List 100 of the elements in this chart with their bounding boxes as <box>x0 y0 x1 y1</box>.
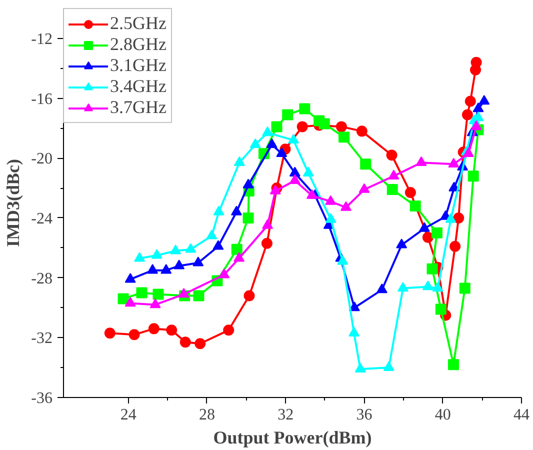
point <box>448 359 459 370</box>
point <box>242 212 254 224</box>
point <box>472 102 484 112</box>
x-tick-label: 32 <box>278 406 294 424</box>
x-tick-label: 44 <box>514 406 530 424</box>
point <box>337 255 348 265</box>
point <box>242 178 254 188</box>
point <box>180 336 191 348</box>
point <box>124 273 136 283</box>
point <box>383 361 394 371</box>
point <box>230 206 242 216</box>
x-tick-label: 36 <box>356 406 372 424</box>
y-tick-label: -24 <box>31 210 52 228</box>
y-tick-label: -32 <box>31 330 52 348</box>
point <box>478 94 490 105</box>
point <box>450 240 461 252</box>
point <box>118 293 129 304</box>
point <box>166 324 178 336</box>
point <box>234 156 245 166</box>
legend-label: 3.7GHz <box>110 97 166 118</box>
point <box>416 156 427 166</box>
point <box>448 158 460 168</box>
point <box>340 201 352 211</box>
point <box>192 256 204 266</box>
point <box>289 166 300 176</box>
x-tick-label: 28 <box>198 406 215 424</box>
legend-label: 3.1GHz <box>110 55 166 76</box>
point <box>302 166 314 176</box>
point <box>410 200 421 212</box>
legend-label: 2.5GHz <box>110 13 166 34</box>
point <box>388 170 400 180</box>
point <box>376 284 388 294</box>
point <box>289 174 300 184</box>
point <box>104 328 116 339</box>
point <box>147 264 158 274</box>
y-tick-label: -28 <box>31 270 52 288</box>
point <box>262 219 274 229</box>
point <box>206 230 218 240</box>
point <box>386 184 398 196</box>
point <box>193 290 204 302</box>
point <box>435 304 446 315</box>
point <box>432 282 444 292</box>
point <box>336 121 347 132</box>
point <box>124 296 136 307</box>
point <box>356 126 368 137</box>
point <box>185 243 196 253</box>
point <box>134 252 146 262</box>
x-tick-label: 24 <box>120 406 136 424</box>
point <box>348 301 360 312</box>
point <box>271 121 282 132</box>
point <box>459 282 470 294</box>
point <box>150 298 161 308</box>
point <box>418 222 430 232</box>
point <box>178 288 190 298</box>
point <box>448 182 460 192</box>
point <box>468 170 479 182</box>
point <box>358 183 370 193</box>
point <box>212 240 224 250</box>
point <box>213 206 224 216</box>
point <box>318 118 330 130</box>
point <box>422 280 434 290</box>
point <box>218 268 230 278</box>
point <box>354 362 366 372</box>
point <box>306 189 318 199</box>
y-tick-label: -12 <box>31 30 52 48</box>
point <box>386 150 398 161</box>
legend-label: 2.8GHz <box>110 34 166 55</box>
point <box>464 96 476 107</box>
point <box>282 109 294 120</box>
point <box>470 56 482 68</box>
point <box>174 260 185 270</box>
point <box>360 158 372 170</box>
point <box>422 232 434 243</box>
point <box>223 324 234 336</box>
point <box>128 329 140 340</box>
point <box>462 109 473 120</box>
point <box>244 290 255 302</box>
point <box>151 249 162 259</box>
point <box>276 147 288 158</box>
y-tick-label: -16 <box>31 90 52 108</box>
point <box>288 134 299 144</box>
point <box>426 263 438 274</box>
point <box>170 244 182 254</box>
y-tick-label: -20 <box>31 150 52 168</box>
y-axis-title: IMD3(dBc) <box>3 158 24 247</box>
point <box>470 120 482 130</box>
point <box>160 264 172 274</box>
point <box>299 103 310 114</box>
point <box>453 212 464 224</box>
point <box>296 121 308 132</box>
point <box>261 238 272 249</box>
point <box>397 282 408 292</box>
legend-label: 3.4GHz <box>110 76 166 97</box>
y-tick-label: -36 <box>31 390 52 407</box>
point <box>136 287 148 298</box>
point <box>262 126 274 136</box>
point <box>396 238 408 248</box>
point <box>194 338 206 350</box>
point <box>234 252 245 262</box>
point <box>250 138 261 148</box>
